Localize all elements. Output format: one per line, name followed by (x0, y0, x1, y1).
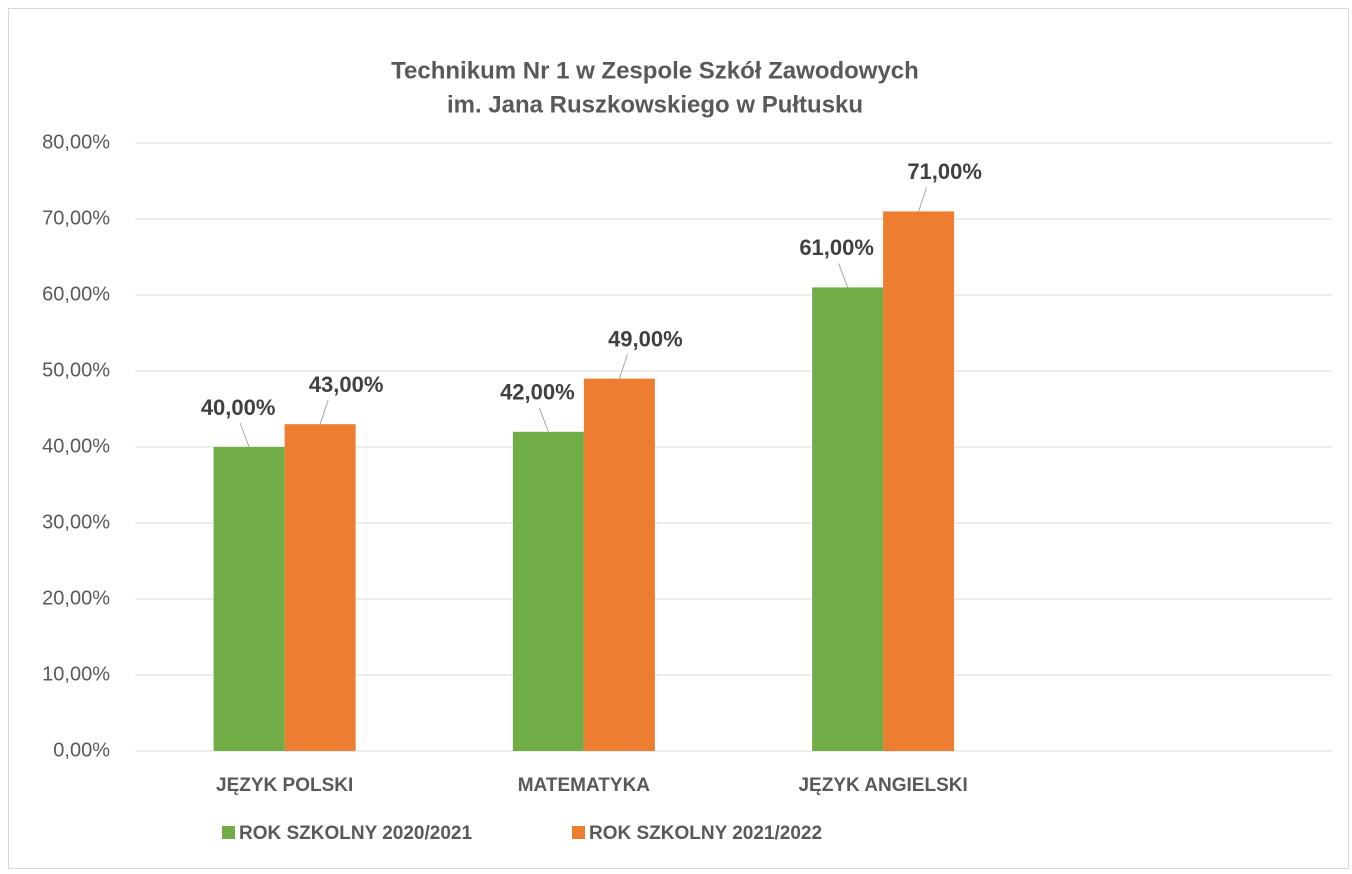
data-label: 49,00% (608, 326, 683, 351)
y-tick-label: 80,00% (42, 131, 110, 153)
legend-label: ROK SZKOLNY 2020/2021 (239, 823, 472, 844)
y-tick-label: 70,00% (42, 207, 110, 229)
chart-title: Technikum Nr 1 w Zespole Szkół Zawodowyc… (391, 57, 919, 84)
leader-line (538, 407, 549, 432)
legend-label: ROK SZKOLNY 2021/2022 (589, 823, 822, 844)
leader-line (618, 354, 628, 379)
y-tick-label: 20,00% (42, 587, 110, 609)
chart-title: im. Jana Ruszkowskiego w Pułtusku (447, 91, 863, 118)
leader-line (319, 400, 329, 425)
y-tick-label: 0,00% (53, 739, 110, 761)
data-label: 40,00% (201, 395, 276, 420)
bar (213, 447, 285, 751)
data-label: 43,00% (309, 372, 384, 397)
chart-border (8, 8, 1349, 869)
x-tick-label: JĘZYK POLSKI (216, 775, 353, 796)
bar (883, 211, 955, 751)
y-tick-label: 30,00% (42, 511, 110, 533)
y-tick-label: 50,00% (42, 359, 110, 381)
bar (812, 287, 884, 751)
x-tick-label: JĘZYK ANGIELSKI (798, 775, 967, 796)
x-tick-label: MATEMATYKA (518, 775, 651, 796)
bar (284, 424, 356, 751)
y-tick-label: 60,00% (42, 283, 110, 305)
leader-line (838, 263, 849, 288)
bar (512, 431, 584, 751)
leader-line (239, 422, 250, 448)
data-label: 42,00% (500, 380, 575, 405)
y-tick-label: 10,00% (42, 663, 110, 685)
y-tick-label: 40,00% (42, 435, 110, 457)
bar (583, 378, 655, 751)
data-label: 61,00% (799, 235, 874, 260)
data-label: 71,00% (907, 159, 982, 184)
leader-line (918, 187, 928, 212)
legend-swatch (222, 826, 235, 839)
legend-swatch (572, 826, 585, 839)
